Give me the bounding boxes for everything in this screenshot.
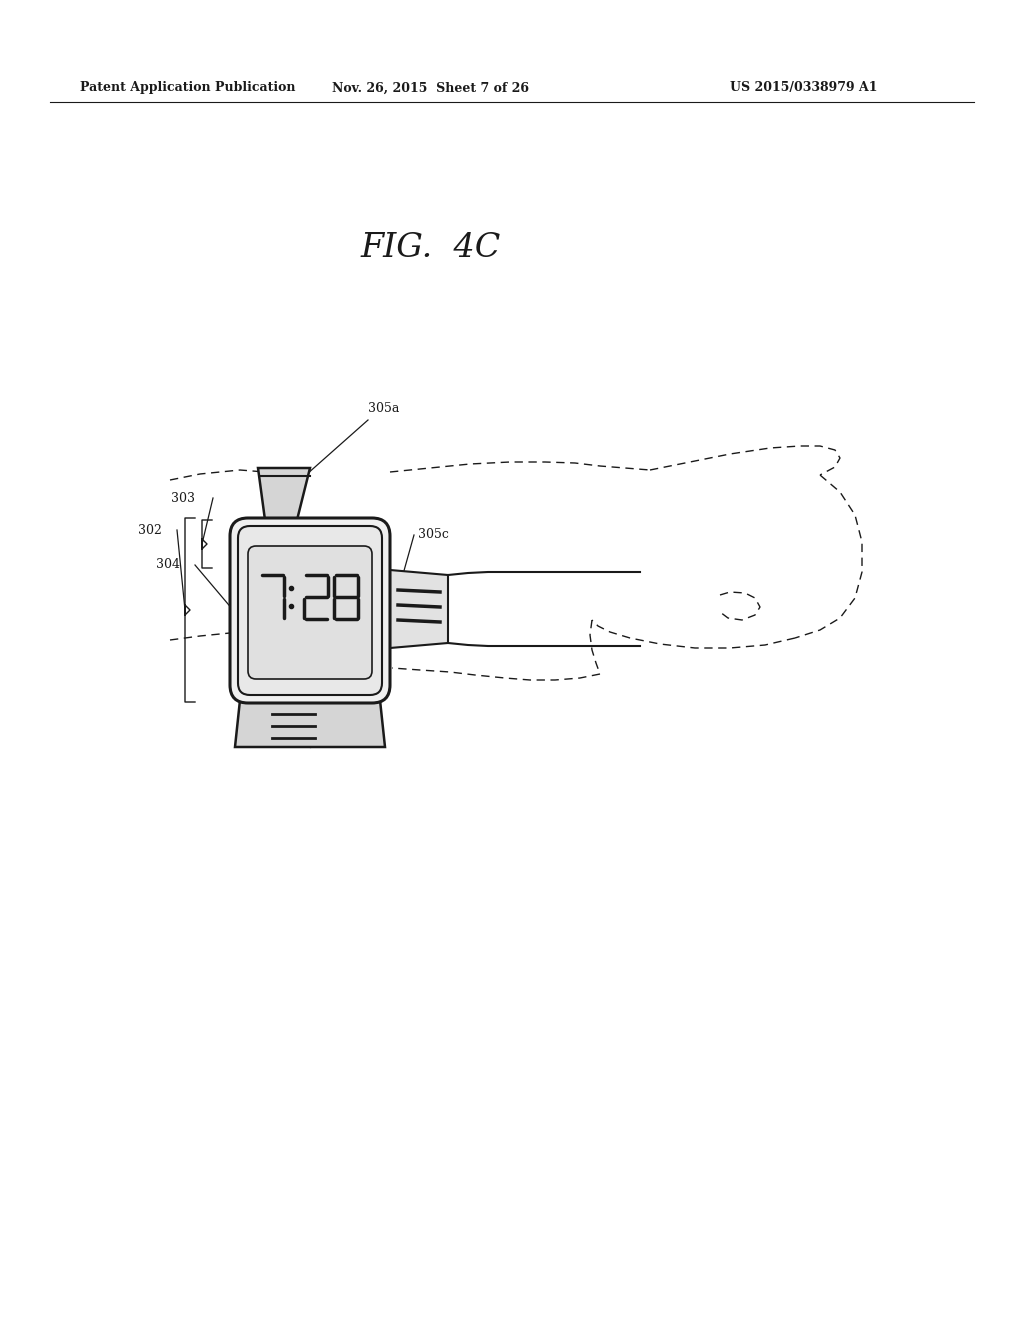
Text: 302a: 302a (408, 602, 439, 615)
Text: Patent Application Publication: Patent Application Publication (80, 82, 296, 95)
Polygon shape (258, 469, 310, 520)
Text: 303: 303 (171, 491, 195, 504)
FancyBboxPatch shape (248, 546, 372, 678)
FancyBboxPatch shape (238, 525, 382, 696)
Text: FIG.  4C: FIG. 4C (360, 232, 501, 264)
FancyBboxPatch shape (230, 517, 390, 704)
Text: 304: 304 (156, 558, 180, 572)
Polygon shape (390, 570, 449, 648)
Text: 305a: 305a (368, 401, 399, 414)
Polygon shape (234, 700, 385, 747)
Text: 305c: 305c (418, 528, 449, 541)
Text: 305b: 305b (254, 711, 286, 725)
Text: 351: 351 (358, 653, 382, 667)
Text: US 2015/0338979 A1: US 2015/0338979 A1 (730, 82, 878, 95)
Text: 302: 302 (138, 524, 162, 536)
Text: Nov. 26, 2015  Sheet 7 of 26: Nov. 26, 2015 Sheet 7 of 26 (332, 82, 528, 95)
